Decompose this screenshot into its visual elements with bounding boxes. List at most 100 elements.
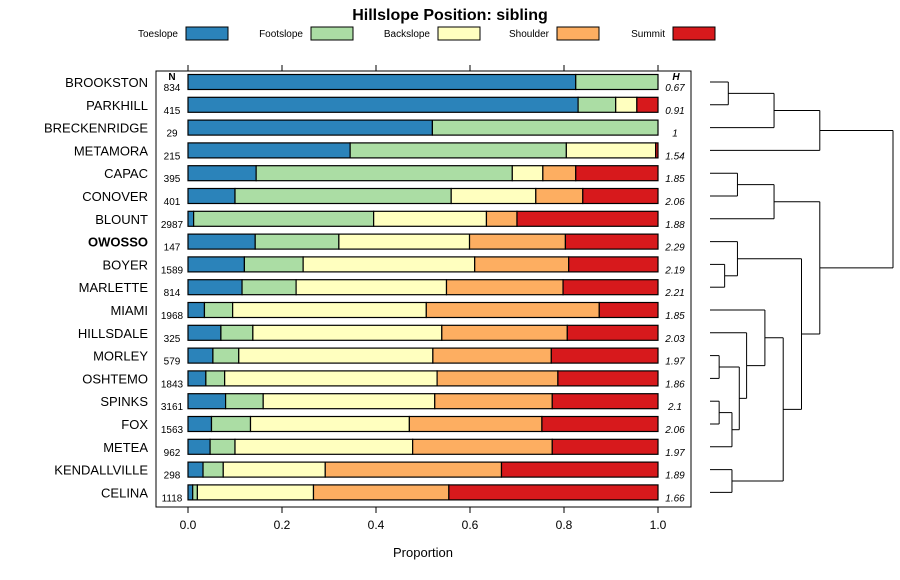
x-axis-title: Proportion bbox=[393, 545, 453, 560]
row-label-kendallville: KENDALLVILLE bbox=[54, 463, 148, 478]
h-value-miami: 1.85 bbox=[665, 311, 685, 322]
bar-capac-summit bbox=[575, 165, 659, 182]
x-tick-label-1: 0.2 bbox=[274, 518, 291, 532]
bar-hillsdale-toeslope bbox=[187, 324, 222, 341]
row-label-miami: MIAMI bbox=[110, 303, 148, 318]
n-value-metea: 962 bbox=[164, 448, 181, 459]
bar-celina-shoulder bbox=[312, 484, 450, 501]
bar-oshtemo-summit bbox=[557, 370, 659, 387]
legend-label-toeslope: Toeslope bbox=[138, 29, 178, 40]
bar-owosso-backslope bbox=[338, 233, 471, 250]
row-label-marlette: MARLETTE bbox=[79, 280, 149, 295]
n-value-owosso: 147 bbox=[164, 243, 181, 254]
bar-morley-backslope bbox=[238, 347, 434, 364]
bar-owosso-shoulder bbox=[468, 233, 567, 250]
bar-miami-footslope bbox=[203, 301, 234, 319]
bar-celina-summit bbox=[448, 484, 659, 501]
bar-owosso-footslope bbox=[254, 233, 340, 250]
bar-celina-footslope bbox=[192, 484, 198, 501]
bar-metamora-summit bbox=[655, 142, 659, 159]
bar-oshtemo-toeslope bbox=[187, 370, 207, 387]
row-label-metea: METEA bbox=[103, 440, 148, 455]
bar-blount-backslope bbox=[373, 210, 488, 227]
bar-fox-footslope bbox=[210, 415, 252, 433]
n-value-metamora: 215 bbox=[164, 151, 181, 162]
h-column-header: H bbox=[672, 72, 680, 83]
n-value-parkhill: 415 bbox=[164, 106, 181, 117]
row-label-celina: CELINA bbox=[101, 485, 148, 500]
bar-capac-toeslope bbox=[187, 165, 257, 182]
row-label-blount: BLOUNT bbox=[95, 212, 148, 227]
legend-swatch-shoulder bbox=[556, 26, 600, 41]
row-label-oshtemo: OSHTEMO bbox=[82, 371, 148, 386]
h-value-boyer: 2.19 bbox=[664, 265, 685, 276]
chart-title: Hillslope Position: sibling bbox=[352, 7, 548, 24]
bar-capac-backslope bbox=[511, 165, 544, 182]
h-value-brookston: 0.67 bbox=[665, 83, 685, 94]
n-column-header: N bbox=[168, 72, 175, 83]
bar-boyer-backslope bbox=[302, 256, 476, 273]
bar-marlette-backslope bbox=[295, 279, 448, 296]
bar-capac-shoulder bbox=[542, 165, 577, 182]
bar-boyer-shoulder bbox=[474, 256, 570, 273]
n-value-breckenridge: 29 bbox=[166, 129, 178, 140]
bar-metamora-toeslope bbox=[187, 142, 351, 159]
n-value-blount: 2987 bbox=[161, 220, 184, 231]
legend-label-summit: Summit bbox=[631, 29, 665, 40]
bar-morley-footslope bbox=[212, 347, 240, 364]
bar-conover-shoulder bbox=[535, 187, 584, 205]
bar-marlette-footslope bbox=[241, 279, 297, 296]
bar-rows: BROOKSTON 834 0.67 PARKHILL 415 0.91 BRECKENRI… bbox=[44, 73, 685, 504]
legend: Toeslope Footslope Backslope Shoulder Summit bbox=[138, 26, 716, 41]
bar-miami-backslope bbox=[232, 301, 427, 319]
bar-metea-footslope bbox=[209, 438, 236, 455]
bar-morley-toeslope bbox=[187, 347, 214, 364]
row-label-breckenridge: BRECKENRIDGE bbox=[44, 121, 148, 136]
bar-hillsdale-footslope bbox=[220, 324, 254, 341]
n-value-brookston: 834 bbox=[164, 83, 181, 94]
bar-spinks-summit bbox=[551, 393, 659, 410]
h-value-conover: 2.06 bbox=[664, 197, 685, 208]
bar-brookston-toeslope bbox=[187, 73, 577, 91]
bar-kendallville-summit bbox=[500, 461, 659, 478]
n-value-boyer: 1589 bbox=[161, 265, 184, 276]
h-value-parkhill: 0.91 bbox=[665, 106, 684, 117]
bar-kendallville-backslope bbox=[222, 461, 326, 478]
bar-conover-footslope bbox=[234, 187, 452, 205]
dendrogram bbox=[710, 81, 894, 493]
n-value-hillsdale: 325 bbox=[164, 334, 181, 345]
bar-oshtemo-backslope bbox=[224, 370, 438, 387]
h-value-kendallville: 1.89 bbox=[665, 471, 685, 482]
bar-blount-summit bbox=[516, 210, 659, 227]
bar-miami-summit bbox=[598, 301, 659, 319]
bar-fox-shoulder bbox=[408, 415, 543, 433]
n-value-morley: 579 bbox=[164, 357, 181, 368]
row-label-owosso: OWOSSO bbox=[88, 235, 148, 250]
x-tick-label-0: 0.0 bbox=[180, 518, 197, 532]
n-value-fox: 1563 bbox=[161, 425, 184, 436]
bar-kendallville-toeslope bbox=[187, 461, 204, 478]
bar-spinks-backslope bbox=[262, 393, 436, 410]
bar-metamora-footslope bbox=[349, 142, 567, 159]
h-value-breckenridge: 1 bbox=[672, 129, 678, 140]
bar-boyer-toeslope bbox=[187, 256, 246, 273]
h-value-marlette: 2.21 bbox=[664, 288, 684, 299]
plot-frame bbox=[155, 70, 692, 508]
n-value-kendallville: 298 bbox=[164, 471, 181, 482]
bar-parkhill-backslope bbox=[615, 96, 638, 113]
bar-boyer-summit bbox=[568, 256, 659, 273]
legend-label-shoulder: Shoulder bbox=[509, 29, 550, 40]
bar-capac-footslope bbox=[255, 165, 513, 182]
row-label-spinks: SPINKS bbox=[100, 394, 148, 409]
x-axis: 0.0 0.2 0.4 0.6 0.8 1.0 bbox=[180, 65, 667, 532]
n-value-spinks: 3161 bbox=[161, 402, 184, 413]
bar-metea-backslope bbox=[234, 438, 414, 455]
h-value-metamora: 1.54 bbox=[665, 151, 685, 162]
h-value-hillsdale: 2.03 bbox=[664, 334, 685, 345]
bar-parkhill-summit bbox=[636, 96, 659, 113]
bar-celina-toeslope bbox=[187, 484, 194, 501]
legend-swatch-footslope bbox=[310, 26, 354, 41]
bar-morley-summit bbox=[550, 347, 659, 364]
bar-conover-summit bbox=[582, 187, 659, 205]
